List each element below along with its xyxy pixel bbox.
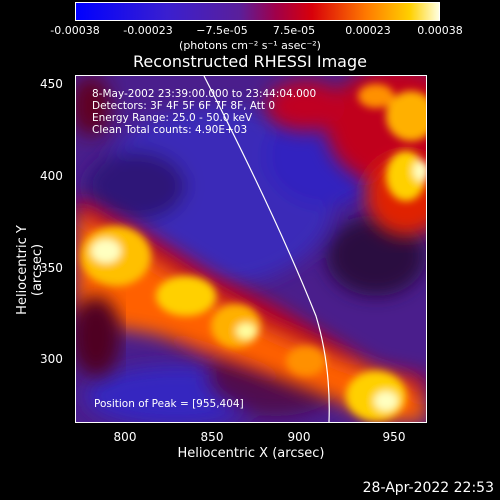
- colorbar-tick: 7.5e-05: [272, 24, 316, 37]
- clean-counts-label: Clean Total counts: 4.90E+03: [92, 124, 248, 136]
- detectors-label: Detectors: 3F 4F 5F 6F 7F 8F, Att 0: [92, 100, 276, 112]
- y-tick-label: 450: [40, 77, 63, 91]
- y-tick-label: 400: [40, 169, 63, 183]
- peak-position-label: Position of Peak = [955,404]: [94, 398, 244, 410]
- colorbar-tick: 0.00023: [345, 24, 391, 37]
- solar-limb-line: [203, 76, 330, 422]
- colorbar-units: (photons cm⁻² s⁻¹ asec⁻²): [179, 39, 321, 52]
- colorbar-tick: −7.5e-05: [196, 24, 248, 37]
- rhessi-image-plot: 8-May-2002 23:39:00.000 to 23:44:04.000 …: [75, 75, 427, 423]
- x-tick-label: 950: [382, 430, 406, 444]
- energy-range-label: Energy Range: 25.0 - 50.0 keV: [92, 112, 253, 124]
- x-tick-label: 900: [287, 430, 311, 444]
- time-range-label: 8-May-2002 23:39:00.000 to 23:44:04.000: [92, 88, 317, 100]
- colorbar-gradient: [76, 3, 439, 20]
- x-tick-label: 800: [113, 430, 137, 444]
- colorbar-tick: -0.00038: [50, 24, 100, 37]
- image-title: Reconstructed RHESSI Image: [133, 52, 367, 71]
- y-tick-label: 350: [40, 261, 63, 275]
- y-axis-label: Heliocentric Y (arcsec): [15, 225, 45, 315]
- colorbar-tick: 0.00038: [417, 24, 463, 37]
- colorbar: [75, 2, 440, 21]
- x-axis-label: Heliocentric X (arcsec): [177, 446, 325, 461]
- rhessi-image: [76, 76, 426, 422]
- y-tick-label: 300: [40, 352, 63, 366]
- x-tick-label: 850: [200, 430, 224, 444]
- render-timestamp: 28-Apr-2022 22:53: [362, 480, 494, 496]
- colorbar-tick: -0.00023: [123, 24, 173, 37]
